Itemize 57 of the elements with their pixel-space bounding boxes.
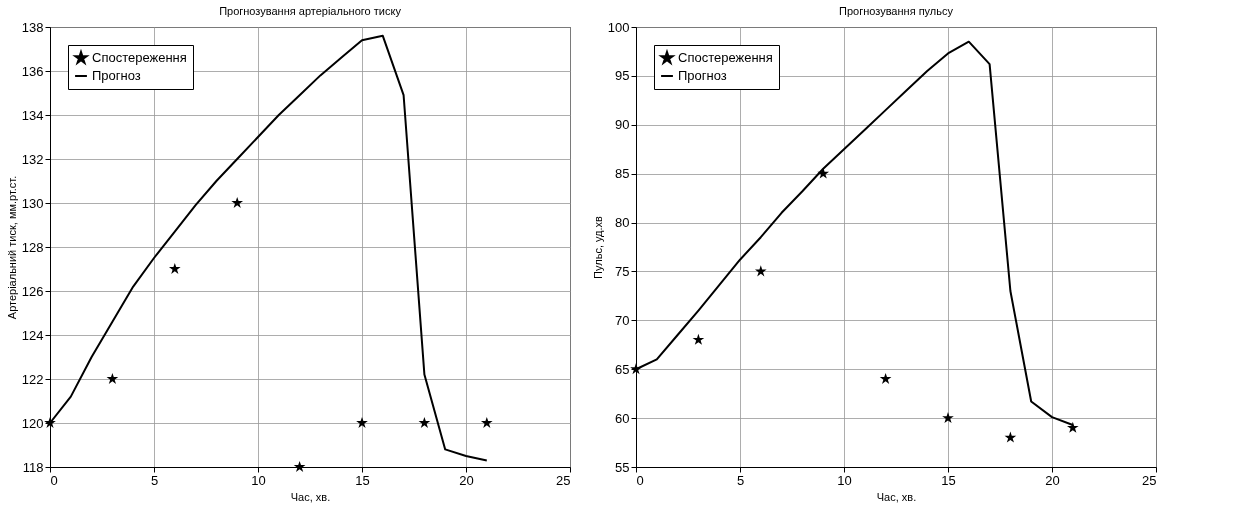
point (879, 372, 892, 384)
y-axis-title: Пульс, уд.хв (591, 215, 604, 279)
x-tick-label: 20 (459, 472, 474, 488)
point (480, 416, 493, 428)
point (942, 411, 954, 424)
x-axis-title: Час, хв. (290, 490, 331, 503)
x-tick-label: 0 (50, 472, 58, 488)
y-tick-label: 138 (21, 19, 44, 35)
y-tick-label: 130 (21, 195, 44, 211)
point (754, 265, 767, 277)
x-tick-label: 5 (736, 472, 745, 488)
y-tick-label: 122 (21, 371, 44, 387)
x-tick-label: 5 (150, 472, 159, 488)
y-tick-label: 124 (21, 327, 44, 343)
legend-label: Прогноз (678, 68, 727, 83)
x-axis-title: Час, хв. (876, 490, 917, 503)
chart-title: Прогнозування пульсу (838, 5, 954, 17)
y-tick-label: 80 (615, 215, 630, 231)
y-tick-label: 70 (615, 312, 630, 328)
y-tick-label: 60 (615, 410, 630, 426)
y-tick-label: 65 (615, 361, 630, 377)
x-tick-label: 20 (1045, 472, 1060, 488)
y-tick-label: 128 (21, 239, 44, 255)
y-tick-label: 75 (615, 263, 630, 279)
legend-label: Спостереження (92, 50, 187, 65)
point (418, 416, 431, 428)
point (1004, 431, 1017, 443)
y-axis-title: Артеріальний тиск, мм.рт.ст. (5, 175, 18, 320)
y-tick-label: 90 (615, 117, 630, 133)
x-tick-label: 25 (556, 472, 571, 488)
y-tick-label: 55 (615, 459, 630, 475)
point (692, 333, 705, 345)
x-tick-label: 15 (941, 472, 956, 488)
y-tick-label: 120 (21, 415, 44, 431)
point (1066, 421, 1079, 433)
y-tick-label: 85 (615, 166, 630, 182)
legend-label: Спостереження (678, 50, 773, 65)
x-tick-label: 10 (251, 472, 266, 488)
y-tick-label: 132 (21, 151, 44, 167)
y-tick-label: 100 (607, 19, 630, 35)
y-tick-label: 95 (615, 68, 630, 84)
y-tick-label: 136 (21, 63, 44, 79)
y-tick-label: 126 (21, 283, 44, 299)
point (168, 262, 181, 274)
x-tick-label: 10 (837, 472, 852, 488)
x-tick-label: 15 (355, 472, 370, 488)
y-tick-label: 134 (21, 107, 44, 123)
point (356, 416, 368, 428)
y-tick-label: 118 (22, 459, 44, 475)
x-tick-label: 25 (1142, 472, 1157, 488)
point (293, 460, 306, 472)
chart-title: Прогнозування артеріального тиску (219, 5, 402, 17)
point (106, 372, 119, 384)
point (231, 196, 244, 208)
legend-label: Прогноз (92, 68, 141, 83)
point (44, 416, 56, 428)
x-tick-label: 0 (636, 472, 644, 488)
